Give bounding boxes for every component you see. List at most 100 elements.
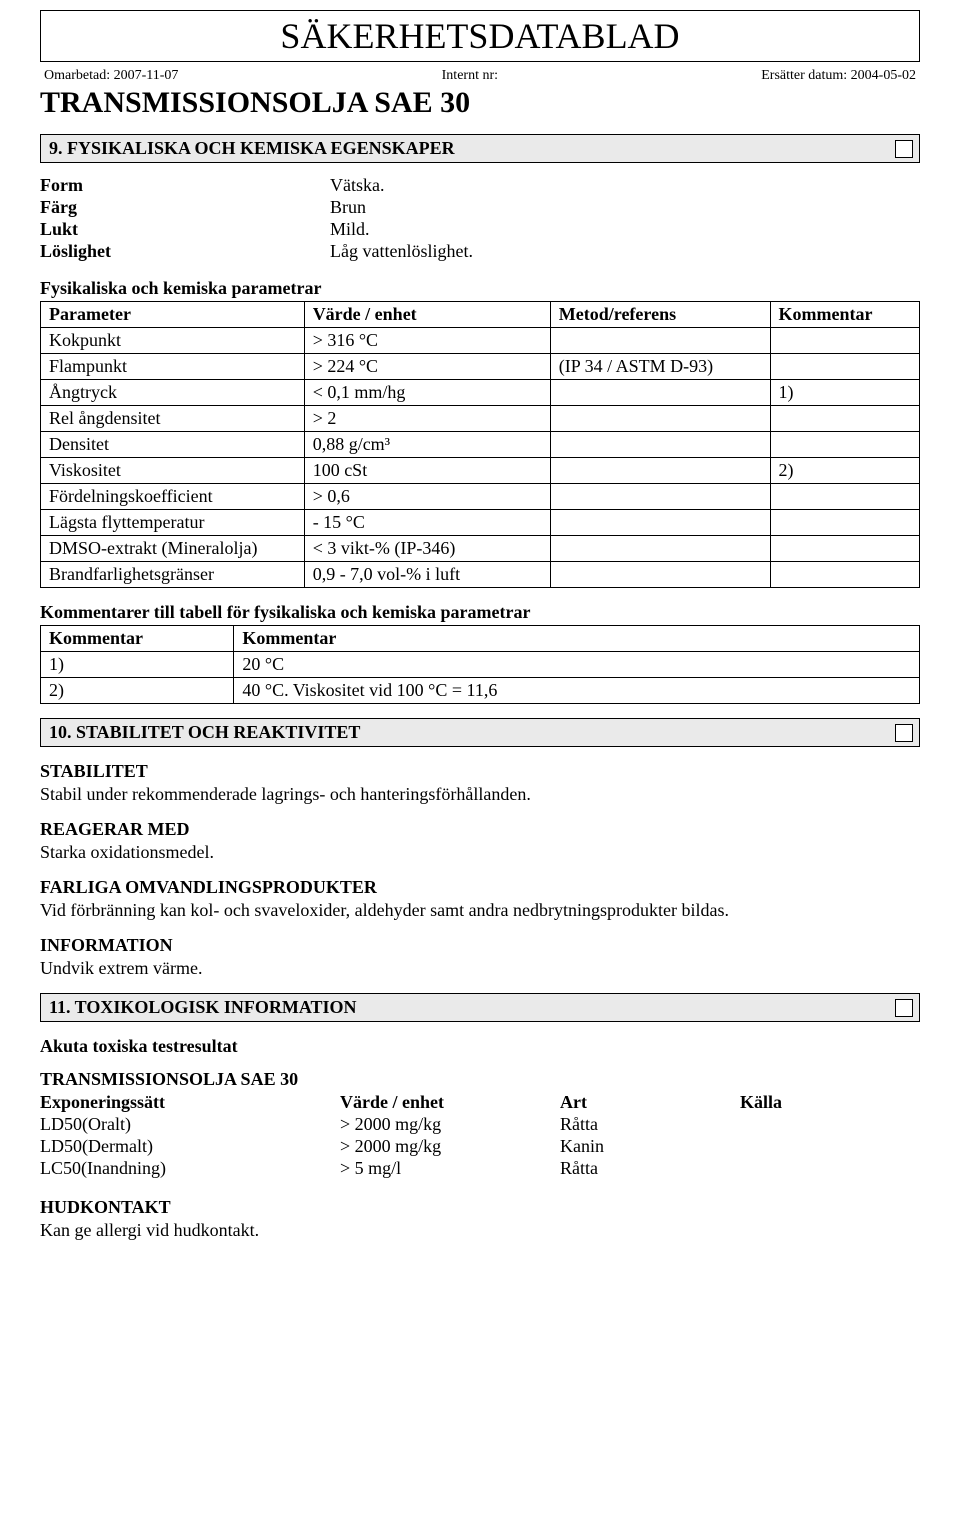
table-cell: < 3 vikt-% (IP-346) bbox=[304, 536, 550, 562]
table-cell: > 224 °C bbox=[304, 354, 550, 380]
table-row: Rel ångdensitet> 2 bbox=[41, 406, 920, 432]
subsection-text: Vid förbränning kan kol- och svaveloxide… bbox=[40, 900, 920, 921]
tox-column-header: Art bbox=[560, 1092, 740, 1113]
tox-cell: > 2000 mg/kg bbox=[340, 1114, 560, 1135]
table-row: DMSO-extrakt (Mineralolja)< 3 vikt-% (IP… bbox=[41, 536, 920, 562]
table-cell: Flampunkt bbox=[41, 354, 305, 380]
table-cell bbox=[550, 562, 770, 588]
section-10-title: 10. STABILITET OCH REAKTIVITET bbox=[41, 719, 889, 746]
table-cell: 1) bbox=[770, 380, 919, 406]
table-row: Viskositet100 cSt2) bbox=[41, 458, 920, 484]
table-header: Värde / enhet bbox=[304, 302, 550, 328]
section-10-body: STABILITETStabil under rekommenderade la… bbox=[40, 761, 920, 979]
table-cell: 1) bbox=[41, 652, 234, 678]
tox-cell: LD50(Oralt) bbox=[40, 1114, 340, 1135]
table-row: Brandfarlighetsgränser0,9 - 7,0 vol-% i … bbox=[41, 562, 920, 588]
property-row: FormVätska. bbox=[40, 175, 920, 196]
property-value: Mild. bbox=[330, 219, 920, 240]
checkbox-icon bbox=[895, 999, 913, 1017]
document-title: SÄKERHETSDATABLAD bbox=[40, 10, 920, 62]
property-value: Brun bbox=[330, 197, 920, 218]
table-cell: Brandfarlighetsgränser bbox=[41, 562, 305, 588]
meta-row: Omarbetad: 2007-11-07 Internt nr: Ersätt… bbox=[40, 68, 920, 84]
table-cell: 2) bbox=[770, 458, 919, 484]
table-header: Kommentar bbox=[770, 302, 919, 328]
tox-cell bbox=[740, 1114, 920, 1135]
table-row: Densitet0,88 g/cm³ bbox=[41, 432, 920, 458]
tox-cell bbox=[740, 1158, 920, 1179]
table-cell bbox=[770, 354, 919, 380]
table-cell: 0,88 g/cm³ bbox=[304, 432, 550, 458]
tox-cell: LC50(Inandning) bbox=[40, 1158, 340, 1179]
table-cell: 100 cSt bbox=[304, 458, 550, 484]
table-cell: 20 °C bbox=[234, 652, 920, 678]
property-label: Lukt bbox=[40, 219, 330, 240]
property-row: LuktMild. bbox=[40, 219, 920, 240]
section-10-header: 10. STABILITET OCH REAKTIVITET bbox=[40, 718, 920, 747]
internal-nr: Internt nr: bbox=[442, 68, 498, 84]
table-cell bbox=[550, 328, 770, 354]
table-cell: Fördelningskoefficient bbox=[41, 484, 305, 510]
table-cell bbox=[550, 432, 770, 458]
table-cell: Kokpunkt bbox=[41, 328, 305, 354]
checkbox-icon bbox=[895, 724, 913, 742]
tox-group-name: TRANSMISSIONSOLJA SAE 30 bbox=[40, 1069, 920, 1090]
skin-text: Kan ge allergi vid hudkontakt. bbox=[40, 1220, 920, 1241]
table-cell: Rel ångdensitet bbox=[41, 406, 305, 432]
table-row: 1)20 °C bbox=[41, 652, 920, 678]
table-header: Parameter bbox=[41, 302, 305, 328]
toxicity-table: ExponeringssättVärde / enhetArtKällaLD50… bbox=[40, 1092, 920, 1179]
table-cell: > 316 °C bbox=[304, 328, 550, 354]
table-row: Ångtryck< 0,1 mm/hg1) bbox=[41, 380, 920, 406]
tox-row: LD50(Oralt)> 2000 mg/kgRåtta bbox=[40, 1114, 920, 1135]
table-cell: Densitet bbox=[41, 432, 305, 458]
property-label: Form bbox=[40, 175, 330, 196]
tox-cell: LD50(Dermalt) bbox=[40, 1136, 340, 1157]
table-header: Kommentar bbox=[234, 626, 920, 652]
property-value: Låg vattenlöslighet. bbox=[330, 241, 920, 262]
page: SÄKERHETSDATABLAD Omarbetad: 2007-11-07 … bbox=[0, 0, 960, 1295]
tox-row: LC50(Inandning)> 5 mg/lRåtta bbox=[40, 1158, 920, 1179]
table-cell bbox=[770, 432, 919, 458]
table-cell: 2) bbox=[41, 678, 234, 704]
subsection-heading: INFORMATION bbox=[40, 935, 920, 956]
table-cell: > 2 bbox=[304, 406, 550, 432]
section-11-title: 11. TOXIKOLOGISK INFORMATION bbox=[41, 994, 889, 1021]
table-cell: (IP 34 / ASTM D-93) bbox=[550, 354, 770, 380]
table-cell: 0,9 - 7,0 vol-% i luft bbox=[304, 562, 550, 588]
table-cell: DMSO-extrakt (Mineralolja) bbox=[41, 536, 305, 562]
basic-properties: FormVätska.FärgBrunLuktMild.LöslighetLåg… bbox=[40, 175, 920, 262]
table-row: Lägsta flyttemperatur- 15 °C bbox=[41, 510, 920, 536]
product-name: TRANSMISSIONSOLJA SAE 30 bbox=[40, 86, 920, 120]
subsection-text: Starka oxidationsmedel. bbox=[40, 842, 920, 863]
table-cell bbox=[770, 536, 919, 562]
tox-cell: Kanin bbox=[560, 1136, 740, 1157]
table-cell bbox=[550, 536, 770, 562]
section-11-header: 11. TOXIKOLOGISK INFORMATION bbox=[40, 993, 920, 1022]
property-label: Löslighet bbox=[40, 241, 330, 262]
subsection-text: Stabil under rekommenderade lagrings- oc… bbox=[40, 784, 920, 805]
table-cell: 40 °C. Viskositet vid 100 °C = 11,6 bbox=[234, 678, 920, 704]
property-value: Vätska. bbox=[330, 175, 920, 196]
table-cell bbox=[550, 380, 770, 406]
tox-cell: > 2000 mg/kg bbox=[340, 1136, 560, 1157]
table-row: Kokpunkt> 316 °C bbox=[41, 328, 920, 354]
subsection-heading: REAGERAR MED bbox=[40, 819, 920, 840]
param-heading: Fysikaliska och kemiska parametrar bbox=[40, 278, 920, 299]
table-cell bbox=[550, 458, 770, 484]
table-cell: Lägsta flyttemperatur bbox=[41, 510, 305, 536]
table-cell bbox=[770, 562, 919, 588]
revised-label: Omarbetad: 2007-11-07 bbox=[44, 68, 178, 84]
table-row: 2)40 °C. Viskositet vid 100 °C = 11,6 bbox=[41, 678, 920, 704]
table-cell bbox=[550, 484, 770, 510]
comment-table: KommentarKommentar1)20 °C2)40 °C. Viskos… bbox=[40, 625, 920, 704]
subsection-heading: STABILITET bbox=[40, 761, 920, 782]
property-label: Färg bbox=[40, 197, 330, 218]
subsection-heading: FARLIGA OMVANDLINGSPRODUKTER bbox=[40, 877, 920, 898]
table-cell bbox=[770, 484, 919, 510]
tox-column-header: Exponeringssätt bbox=[40, 1092, 340, 1113]
table-cell bbox=[770, 328, 919, 354]
property-row: LöslighetLåg vattenlöslighet. bbox=[40, 241, 920, 262]
checkbox-icon bbox=[895, 140, 913, 158]
tox-column-header: Värde / enhet bbox=[340, 1092, 560, 1113]
